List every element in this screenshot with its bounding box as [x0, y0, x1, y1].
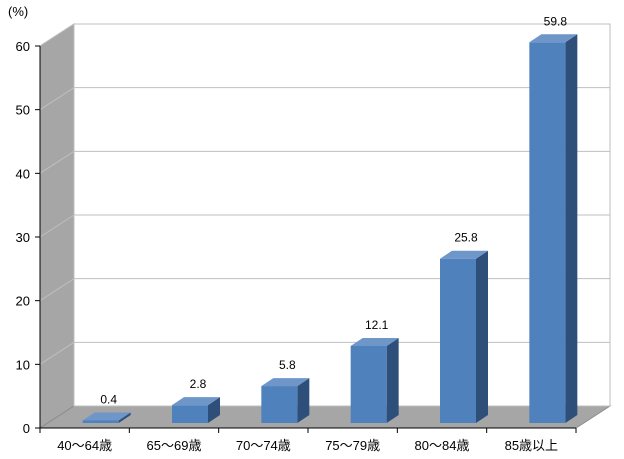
bar-front [440, 258, 476, 423]
bar [440, 250, 488, 423]
bar-front [172, 405, 208, 423]
data-labels: 0.4 2.8 5.8 12.1 25.8 59.8 [100, 14, 567, 406]
y-tick-label: 50 [16, 103, 30, 118]
bar [350, 337, 399, 423]
bar-top [529, 34, 578, 43]
bar [82, 412, 131, 423]
category-label: 70～74歳 [236, 438, 291, 453]
y-tick-label: 60 [16, 39, 30, 54]
bar-side [208, 397, 220, 423]
gridline-wall [39, 87, 75, 111]
data-label: 2.8 [190, 377, 207, 391]
category-labels: 40～64歳 65～69歳 70～74歳 75～79歳 80～84歳 85歳以上 [57, 438, 558, 453]
axes [39, 46, 577, 433]
gridline-wall [39, 150, 75, 174]
bar-front [529, 42, 566, 423]
gridlines [39, 23, 611, 407]
bar [261, 378, 310, 423]
category-label: 75～79歳 [325, 438, 380, 453]
bar-top [440, 250, 488, 259]
bar-top [350, 337, 399, 346]
bar-front [261, 386, 298, 423]
gridline-wall [39, 214, 75, 238]
y-axis-unit-label: (%) [8, 4, 28, 19]
bar [172, 397, 220, 423]
y-tick-label: 20 [16, 294, 30, 309]
bar-side [476, 250, 488, 423]
data-label: 59.8 [544, 14, 568, 28]
bar-side [565, 34, 578, 423]
bar-side [386, 337, 399, 423]
data-label: 5.8 [279, 358, 296, 372]
category-label: 80～84歳 [415, 438, 470, 453]
bar-side [297, 378, 310, 423]
bar [529, 34, 578, 423]
bar-top [261, 378, 310, 387]
bars [82, 34, 578, 423]
category-label: 85歳以上 [505, 438, 558, 453]
y-tick-label: 10 [16, 357, 30, 372]
y-tick-label: 0 [23, 421, 30, 436]
gridline-wall [39, 23, 75, 47]
category-label: 65～69歳 [147, 438, 202, 453]
bar-top [82, 412, 131, 421]
bar-front [350, 345, 387, 423]
bar-top [172, 397, 220, 406]
gridline-wall [39, 278, 75, 302]
gridline-wall [39, 341, 75, 365]
bar-side [118, 412, 131, 423]
bar-front [82, 420, 119, 423]
data-label: 0.4 [100, 392, 117, 406]
data-label: 12.1 [365, 318, 389, 332]
y-axis-ticks: 0 10 20 30 40 50 60 [16, 39, 40, 436]
category-label: 40～64歳 [57, 438, 112, 453]
y-tick-label: 30 [16, 230, 30, 245]
y-tick-label: 40 [16, 166, 30, 181]
data-label: 25.8 [454, 231, 478, 245]
